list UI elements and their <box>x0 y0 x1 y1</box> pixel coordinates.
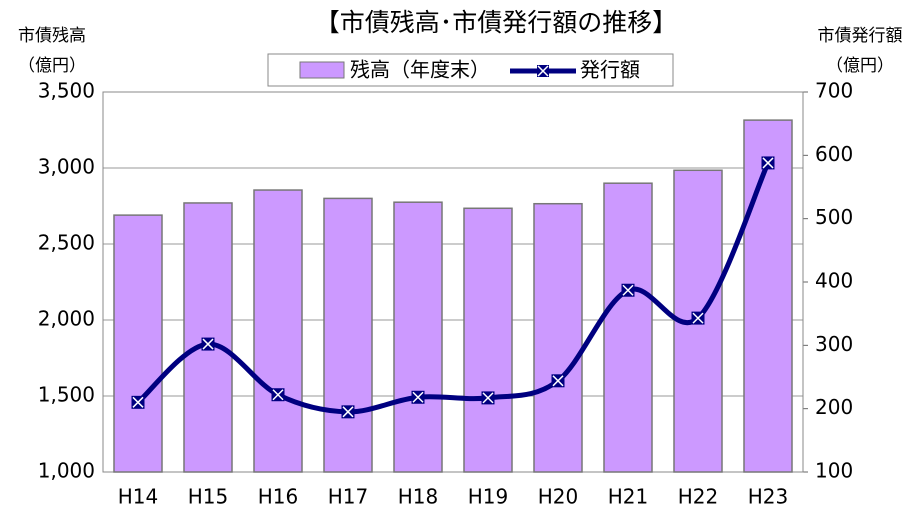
marker <box>691 311 705 325</box>
bar <box>533 202 583 473</box>
y-axis-label: 市債残高 <box>18 26 86 46</box>
x-tick-label: H19 <box>468 485 509 509</box>
bar <box>183 202 233 473</box>
bar <box>603 182 653 473</box>
y2-tick-label: 300 <box>815 332 853 356</box>
marker <box>481 391 495 405</box>
y-tick-label: 3,000 <box>38 155 95 179</box>
marker <box>551 374 565 388</box>
plot-frame <box>102 91 804 473</box>
chart-title: 【市債残高･市債発行額の推移】 <box>315 8 678 37</box>
bar <box>393 201 443 473</box>
x-tick-label: H18 <box>398 485 439 509</box>
x-tick-label: H20 <box>538 485 579 509</box>
y2-tick-label: 200 <box>815 395 853 419</box>
bar <box>113 214 163 473</box>
bar <box>463 207 513 473</box>
y-tick-label: 3,500 <box>38 79 95 103</box>
y2-axis-label: 市債発行額 <box>818 26 903 46</box>
x-tick-label: H23 <box>748 485 789 509</box>
bar <box>323 197 373 473</box>
x-tick-label: H17 <box>328 485 369 509</box>
marker <box>621 283 635 297</box>
y2-tick-label: 100 <box>815 459 853 483</box>
y2-axis-label: （億円） <box>826 56 894 76</box>
legend-label: 発行額 <box>580 58 640 82</box>
x-tick-label: H16 <box>258 485 299 509</box>
marker <box>201 337 215 351</box>
y-tick-label: 1,000 <box>38 459 95 483</box>
x-tick-label: H21 <box>608 485 649 509</box>
y2-tick-label: 700 <box>815 79 853 103</box>
bar <box>743 119 793 473</box>
marker <box>761 156 775 170</box>
y2-tick-label: 600 <box>815 142 853 166</box>
legend-swatch <box>299 61 345 79</box>
marker <box>271 388 285 402</box>
marker <box>131 395 145 409</box>
legend-marker-x <box>537 65 549 77</box>
marker <box>341 405 355 419</box>
y-axis-label: （億円） <box>18 56 86 76</box>
y-tick-label: 2,500 <box>38 231 95 255</box>
y-tick-label: 2,000 <box>38 307 95 331</box>
y2-tick-label: 500 <box>815 205 853 229</box>
x-tick-label: H22 <box>678 485 719 509</box>
y2-tick-label: 400 <box>815 269 853 293</box>
marker <box>411 390 425 404</box>
x-tick-label: H15 <box>188 485 229 509</box>
legend-label: 残高（年度末） <box>350 58 490 82</box>
x-tick-label: H14 <box>118 485 159 509</box>
y-tick-label: 1,500 <box>38 383 95 407</box>
bar <box>253 189 303 473</box>
